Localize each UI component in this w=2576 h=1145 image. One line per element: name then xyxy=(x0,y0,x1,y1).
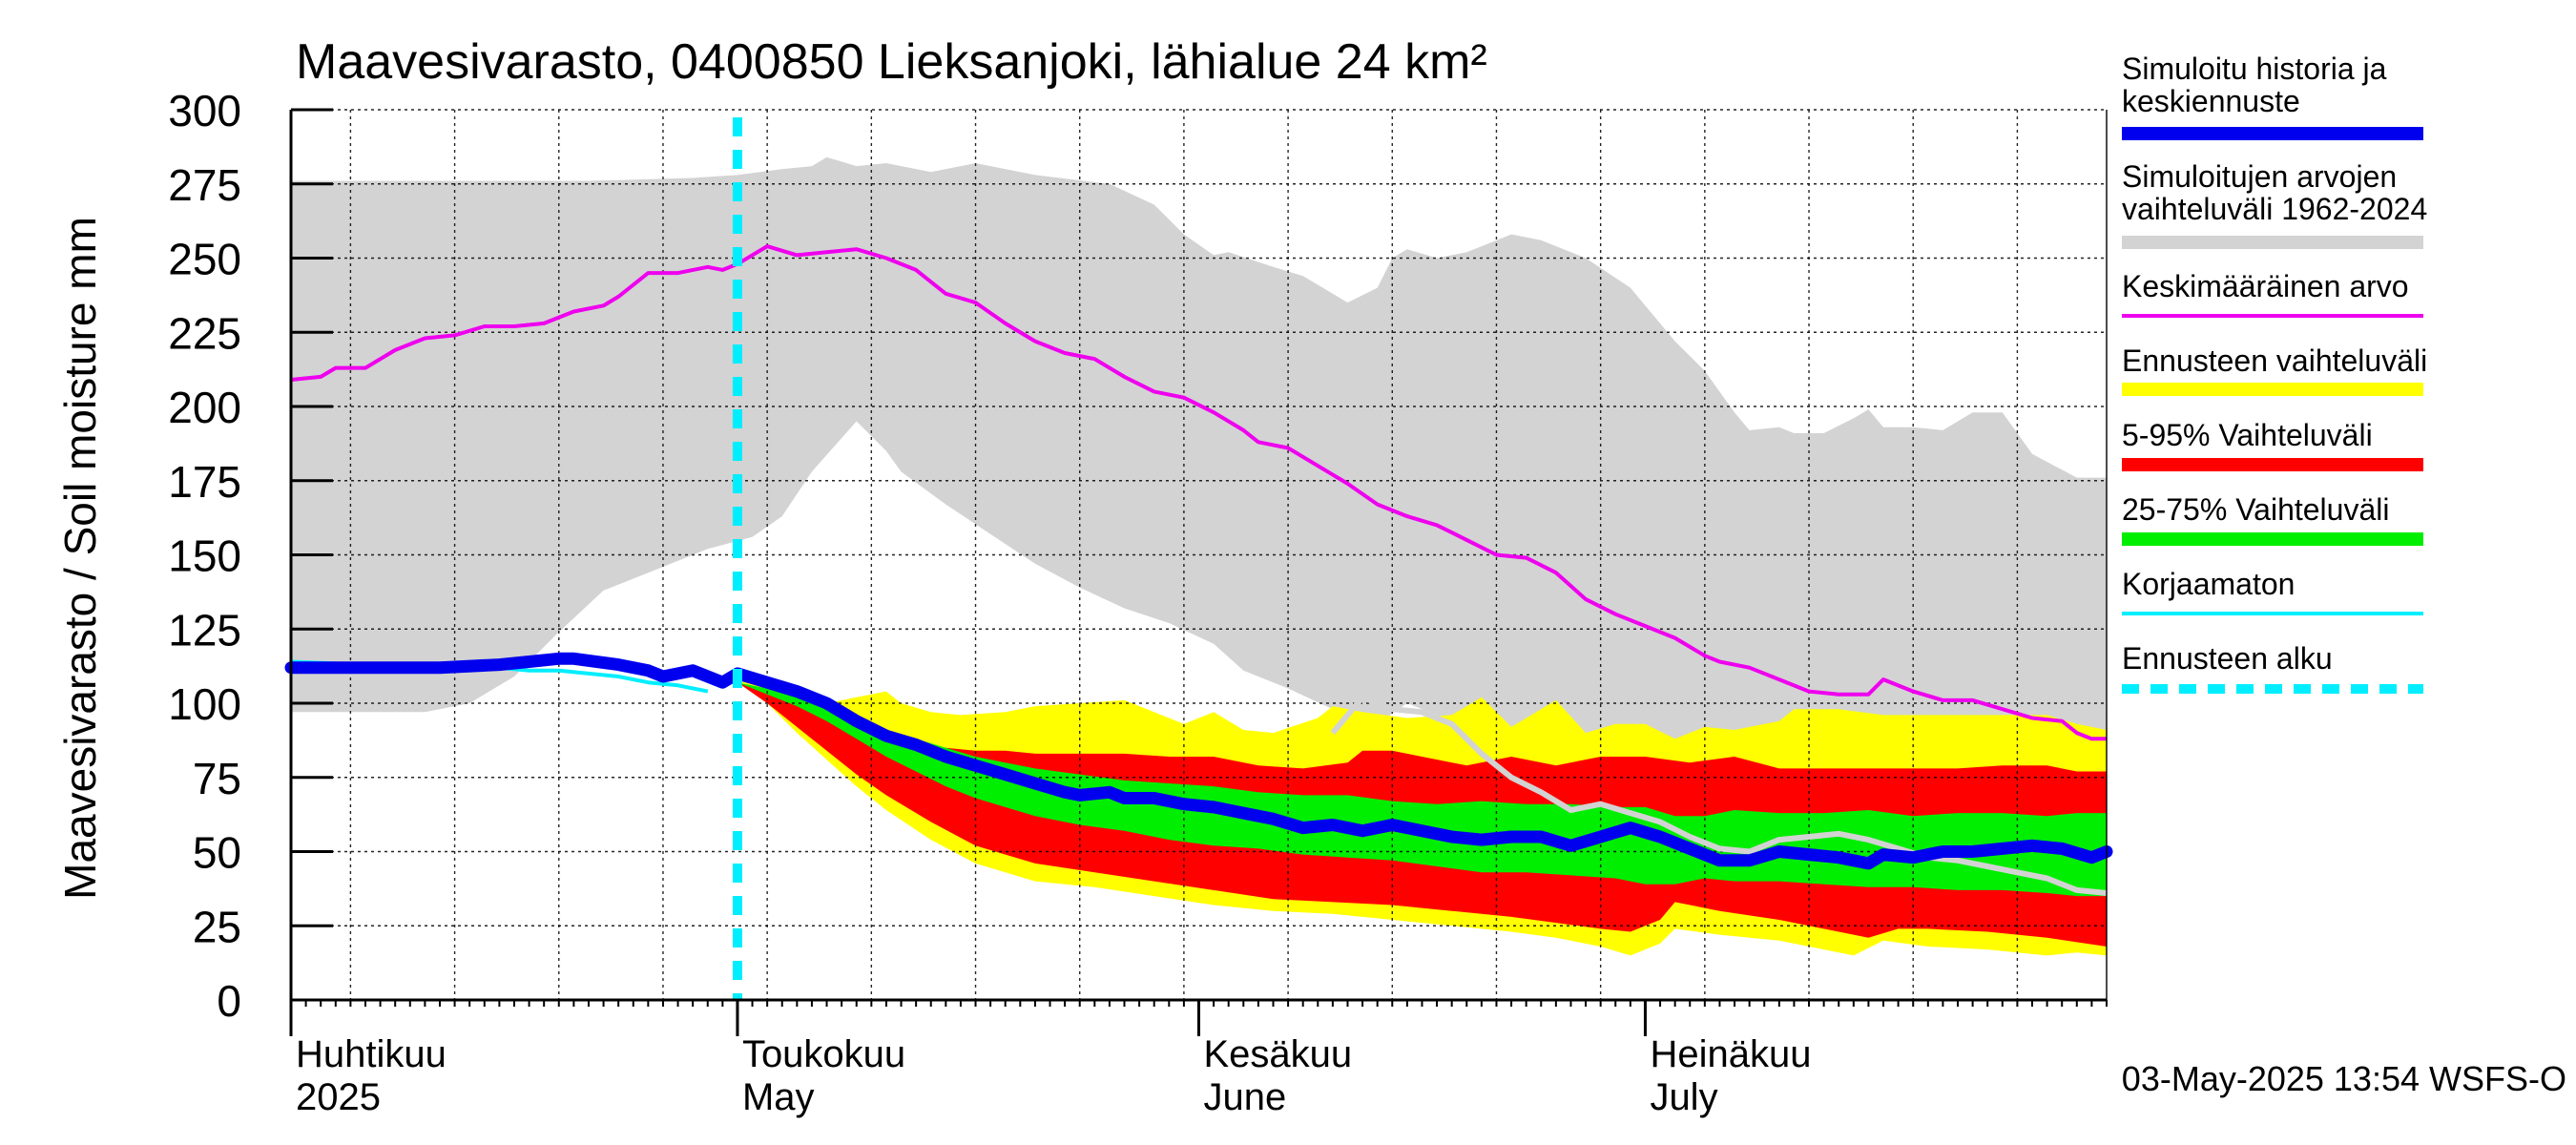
y-tick-label: 275 xyxy=(168,160,241,210)
y-tick-label: 150 xyxy=(168,531,241,581)
legend-label: Ennusteen vaihteluväli xyxy=(2122,344,2427,378)
legend-label: 25-75% Vaihteluväli xyxy=(2122,492,2389,527)
y-tick-label: 0 xyxy=(217,976,241,1026)
plot-area: 0 25 50 75 100 125 150 175 200 225 250 275 300 Huhtik… xyxy=(168,86,2113,1118)
legend-label: Ennusteen alku xyxy=(2122,641,2333,676)
y-tick-label: 200 xyxy=(168,383,241,432)
history-range-band xyxy=(291,156,2107,787)
y-tick-label: 50 xyxy=(193,828,241,878)
x-month-sublabel: June xyxy=(1204,1076,1287,1118)
y-tick-label: 175 xyxy=(168,457,241,507)
x-month-sublabel: 2025 xyxy=(296,1076,381,1118)
legend-label: vaihteluväli 1962-2024 xyxy=(2122,192,2427,226)
lines-layer xyxy=(284,117,2113,1000)
axes-layer: 0 25 50 75 100 125 150 175 200 225 250 275 300 Huhtik… xyxy=(168,86,2108,1118)
legend-label: 5-95% Vaihteluväli xyxy=(2122,418,2373,452)
x-month-label: Kesäkuu xyxy=(1204,1033,1353,1075)
legend-label: Simuloitu historia ja xyxy=(2122,52,2387,86)
legend-label: Korjaamaton xyxy=(2122,567,2295,601)
legend-label: Keskimääräinen arvo xyxy=(2122,269,2409,303)
legend-label: keskiennuste xyxy=(2122,84,2300,118)
y-tick-label: 225 xyxy=(168,308,241,358)
x-month-label: Toukokuu xyxy=(742,1033,905,1075)
grey-line xyxy=(1330,694,2108,896)
y-tick-label: 25 xyxy=(193,902,241,951)
x-month-label: Huhtikuu xyxy=(296,1033,447,1075)
x-month-sublabel: May xyxy=(742,1076,815,1118)
mean-line xyxy=(290,244,2107,741)
timestamp: 03-May-2025 13:54 WSFS-O xyxy=(2122,1059,2566,1098)
x-month-sublabel: July xyxy=(1650,1076,1717,1118)
x-month-label: Heinäkuu xyxy=(1650,1033,1811,1075)
y-axis-label: Maavesivarasto / Soil moisture mm xyxy=(55,217,105,900)
simulated-line xyxy=(284,652,2113,870)
y-tick-label: 75 xyxy=(193,754,241,803)
legend-label: Simuloitujen arvojen xyxy=(2122,159,2397,194)
y-tick-label: 100 xyxy=(168,679,241,729)
y-tick-label: 250 xyxy=(168,235,241,284)
y-tick-label: 300 xyxy=(168,86,241,135)
chart-title: Maavesivarasto, 0400850 Lieksanjoki, läh… xyxy=(296,34,1487,90)
y-tick-label: 125 xyxy=(168,605,241,655)
